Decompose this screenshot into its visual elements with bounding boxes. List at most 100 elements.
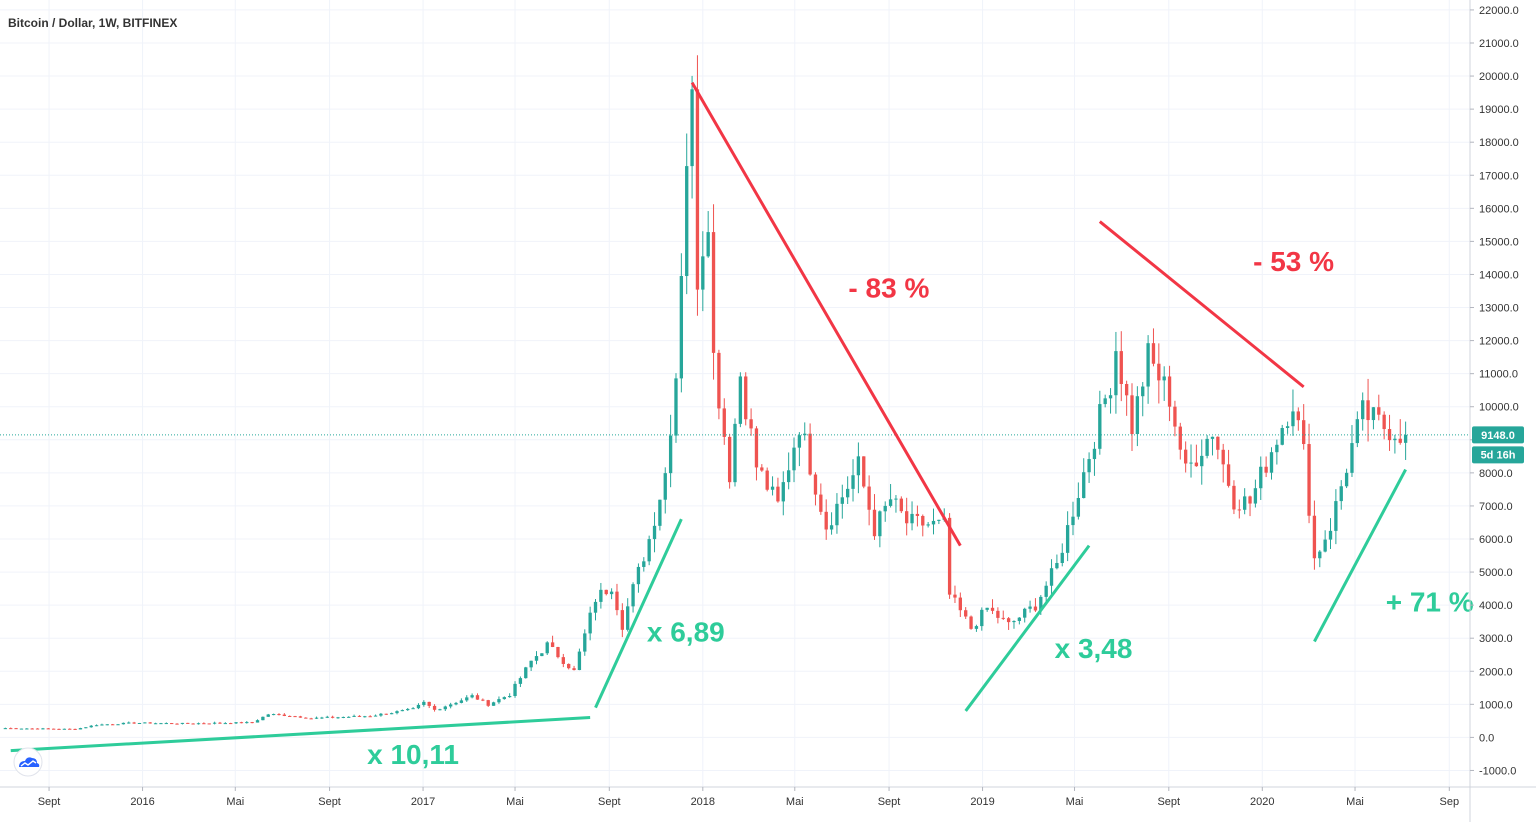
candle[interactable] xyxy=(1344,468,1349,489)
candle[interactable] xyxy=(1173,400,1177,437)
candle[interactable] xyxy=(905,497,909,536)
candle[interactable] xyxy=(744,372,748,426)
candle[interactable] xyxy=(620,603,624,638)
candle[interactable] xyxy=(411,707,415,710)
candle[interactable] xyxy=(180,722,185,725)
candle[interactable] xyxy=(524,666,528,679)
candle[interactable] xyxy=(271,713,276,716)
candle[interactable] xyxy=(1146,335,1150,404)
candle[interactable] xyxy=(921,514,925,537)
candle[interactable] xyxy=(550,635,555,648)
candle[interactable] xyxy=(711,204,716,380)
candle[interactable] xyxy=(1210,436,1215,456)
trend-annotation[interactable]: + 71 % xyxy=(1313,468,1474,643)
candle[interactable] xyxy=(153,722,158,725)
candle[interactable] xyxy=(298,715,303,718)
candle[interactable] xyxy=(829,512,834,535)
candle[interactable] xyxy=(1189,444,1193,478)
candle[interactable] xyxy=(229,722,233,725)
candle[interactable] xyxy=(465,695,469,702)
candle[interactable] xyxy=(926,522,930,528)
trend-line[interactable] xyxy=(1313,468,1407,643)
candle[interactable] xyxy=(293,715,297,718)
candle[interactable] xyxy=(1049,559,1054,595)
candle[interactable] xyxy=(899,496,903,514)
candle[interactable] xyxy=(159,722,163,725)
candle[interactable] xyxy=(330,715,335,719)
candle[interactable] xyxy=(1361,392,1365,431)
candle[interactable] xyxy=(255,719,260,723)
candle[interactable] xyxy=(191,723,195,725)
candle[interactable] xyxy=(389,712,394,715)
candle[interactable] xyxy=(668,414,673,488)
candle[interactable] xyxy=(1382,411,1386,440)
candle[interactable] xyxy=(363,715,367,718)
candle[interactable] xyxy=(953,585,957,603)
candle[interactable] xyxy=(41,727,45,730)
candle[interactable] xyxy=(518,676,523,688)
candle[interactable] xyxy=(1167,365,1172,422)
candle[interactable] xyxy=(1130,383,1134,451)
candle[interactable] xyxy=(196,722,201,725)
candle[interactable] xyxy=(1157,343,1161,404)
candle[interactable] xyxy=(974,624,979,632)
trend-annotation[interactable]: x 3,48 xyxy=(964,544,1133,712)
candle[interactable] xyxy=(341,716,346,719)
candle[interactable] xyxy=(1087,452,1091,483)
candle[interactable] xyxy=(68,728,72,730)
candle[interactable] xyxy=(1377,394,1381,421)
candle[interactable] xyxy=(62,728,67,730)
candle[interactable] xyxy=(647,535,651,566)
candle[interactable] xyxy=(94,724,99,727)
candle[interactable] xyxy=(556,646,560,659)
candle[interactable] xyxy=(862,456,866,489)
candle[interactable] xyxy=(25,728,29,730)
candle[interactable] xyxy=(609,588,614,600)
candle[interactable] xyxy=(615,583,619,616)
candle[interactable] xyxy=(1280,424,1284,446)
candle[interactable] xyxy=(695,55,700,316)
candle[interactable] xyxy=(137,722,142,724)
candle[interactable] xyxy=(701,231,705,312)
candle[interactable] xyxy=(164,722,168,725)
candle[interactable] xyxy=(717,349,721,420)
candle[interactable] xyxy=(239,721,244,724)
candle[interactable] xyxy=(1124,380,1129,416)
candle[interactable] xyxy=(78,727,83,730)
candle[interactable] xyxy=(540,653,544,657)
candle[interactable] xyxy=(964,607,968,620)
candle[interactable] xyxy=(765,467,769,492)
candle[interactable] xyxy=(448,702,453,709)
candle[interactable] xyxy=(1194,444,1199,467)
candle[interactable] xyxy=(73,728,77,730)
candle[interactable] xyxy=(121,722,126,725)
candle[interactable] xyxy=(336,716,340,719)
candle[interactable] xyxy=(427,701,431,709)
candle[interactable] xyxy=(1371,407,1376,430)
candle[interactable] xyxy=(1001,610,1005,621)
candle[interactable] xyxy=(1055,554,1059,570)
candle[interactable] xyxy=(561,653,565,668)
candle[interactable] xyxy=(958,592,962,618)
candle[interactable] xyxy=(384,713,388,715)
candle[interactable] xyxy=(706,211,710,258)
candle[interactable] xyxy=(851,459,855,502)
candle[interactable] xyxy=(1339,480,1343,510)
trend-line[interactable] xyxy=(594,518,683,709)
candle[interactable] xyxy=(685,133,689,295)
candle[interactable] xyxy=(1237,499,1241,519)
candle[interactable] xyxy=(1328,518,1333,550)
candle[interactable] xyxy=(261,716,265,721)
candle[interactable] xyxy=(1060,543,1064,567)
candle[interactable] xyxy=(727,433,732,489)
candle[interactable] xyxy=(1141,382,1145,417)
candle[interactable] xyxy=(100,723,104,726)
candle[interactable] xyxy=(658,499,662,531)
candle[interactable] xyxy=(1076,482,1081,520)
candle[interactable] xyxy=(534,651,539,665)
candle[interactable] xyxy=(250,721,254,724)
trend-line[interactable] xyxy=(964,544,1091,712)
